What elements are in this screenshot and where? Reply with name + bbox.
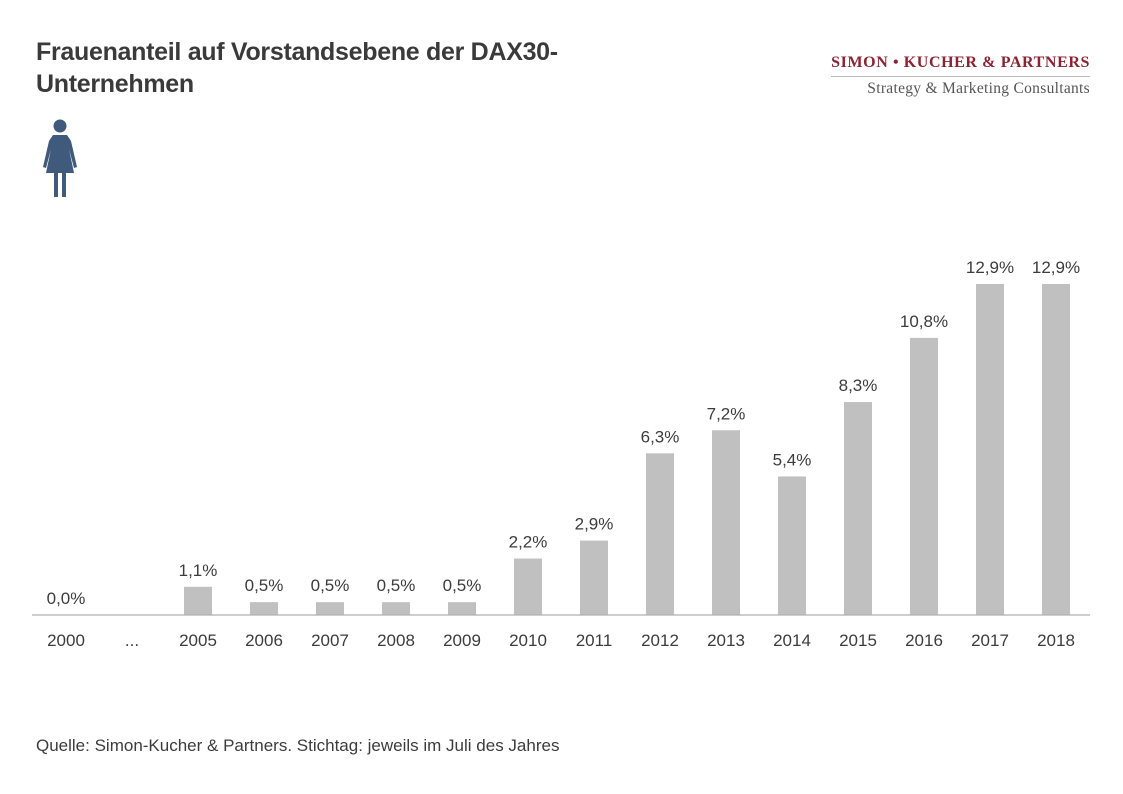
data-label: 2,2% [509,533,548,552]
x-tick-label: 2006 [245,631,283,650]
brand-logo: SIMON • KUCHER & PARTNERS Strategy & Mar… [831,54,1090,98]
data-label: 1,1% [179,561,218,580]
bar [448,602,476,615]
bar [250,602,278,615]
source-note: Quelle: Simon-Kucher & Partners. Stichta… [36,736,560,755]
x-tick-label: 2014 [773,631,811,650]
bar [580,540,608,615]
x-tick-label: 2009 [443,631,481,650]
x-tick-label: 2017 [971,631,1009,650]
data-label: 5,4% [773,450,812,469]
x-tick-label: ... [125,631,139,650]
labels-group: 0,0% 1,1% 0,5% 0,5% 0,5% 0,5% 2,2% 2,9% 6,3% 7,2%… [47,258,1080,608]
x-tick-label: 2015 [839,631,877,650]
brand-tagline: Strategy & Marketing Consultants [867,80,1090,97]
bar [184,586,212,615]
bar [514,558,542,615]
data-label: 7,2% [707,404,746,423]
data-label: 6,3% [641,427,680,446]
x-tick-label: 2008 [377,631,415,650]
x-tick-label: 2012 [641,631,679,650]
x-tick-label: 2010 [509,631,547,650]
ticks-group: 2000... 2005 2006 2007 2008 2009 2010 2011 2012 2… [47,631,1075,650]
x-tick-label: 2007 [311,631,349,650]
woman-icon [43,119,77,197]
bar [976,284,1004,615]
x-tick-label: 2011 [576,631,613,650]
bar [316,602,344,615]
x-tick-label: 2005 [179,631,217,650]
data-label: 0,5% [443,576,482,595]
data-label: 10,8% [900,312,948,331]
data-label: 2,9% [575,515,614,534]
x-tick-label: 2000 [47,631,85,650]
bar [1042,284,1070,615]
data-label: 12,9% [966,258,1014,277]
data-label: 0,5% [311,576,350,595]
x-tick-label: 2016 [905,631,943,650]
data-label: 0,5% [245,576,284,595]
chart-title: Frauenanteil auf Vorstandsebene der DAX3… [36,38,558,98]
bars-group [184,284,1070,615]
bar [778,476,806,615]
data-label: 12,9% [1032,258,1080,277]
data-label: 8,3% [839,376,878,395]
bar [844,402,872,615]
bar [646,453,674,615]
brand-name: SIMON • KUCHER & PARTNERS [831,54,1090,77]
x-tick-label: 2013 [707,631,745,650]
bar [712,430,740,615]
x-tick-label: 2018 [1037,631,1075,650]
data-label: 0,0% [47,589,86,608]
bar [382,602,410,615]
data-label: 0,5% [377,576,416,595]
bar [910,337,938,615]
